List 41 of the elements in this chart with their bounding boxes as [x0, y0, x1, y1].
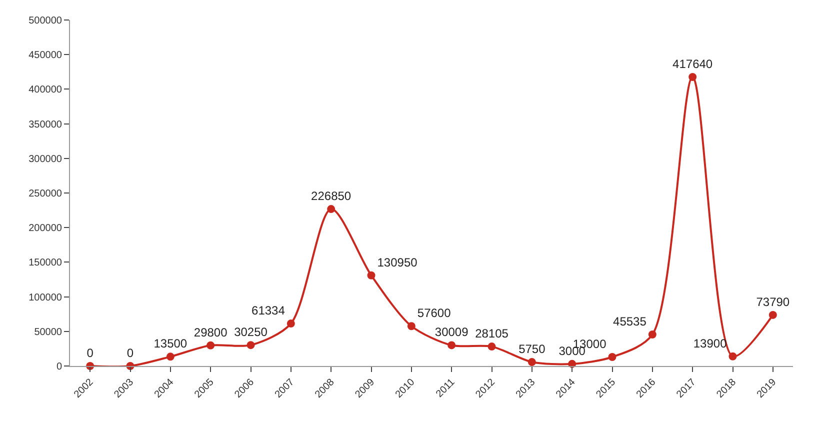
point	[246, 341, 255, 350]
point	[528, 358, 536, 366]
data-label: 13500	[154, 336, 188, 351]
y-tick-label: 100000	[28, 292, 62, 304]
data-label: 417640	[672, 56, 713, 71]
point	[166, 352, 174, 361]
data-label: 61334	[252, 304, 286, 318]
point	[768, 310, 777, 319]
point	[206, 341, 215, 350]
data-label: 29800	[194, 325, 228, 340]
y-tick-label: 150000	[28, 258, 62, 269]
y-tick-label: 0	[56, 362, 62, 372]
point	[648, 330, 656, 338]
y-tick-label: 400000	[28, 84, 62, 96]
point	[488, 342, 496, 351]
y-tick-label: 250000	[28, 188, 62, 200]
point	[688, 72, 697, 81]
point	[608, 353, 616, 361]
y-tick-label: 450000	[28, 50, 62, 62]
data-label: 28105	[475, 326, 509, 341]
point	[286, 320, 295, 328]
y-tick-label: 350000	[28, 119, 62, 130]
point	[728, 352, 737, 360]
data-label: 0	[126, 346, 134, 360]
data-label: 45535	[613, 314, 647, 328]
y-tick-label: 300000	[28, 154, 62, 165]
data-label: 30250	[234, 325, 268, 340]
y-tick-label: 200000	[28, 223, 62, 234]
point	[407, 322, 416, 330]
data-label: 226850	[311, 189, 352, 204]
point	[367, 271, 376, 280]
data-label: 30009	[434, 325, 469, 340]
y-tick-label: 50000	[34, 326, 62, 338]
y-tick-label: 500000	[28, 16, 62, 26]
data-label: 57600	[417, 306, 452, 320]
point	[327, 205, 336, 214]
data-label: 5750	[518, 342, 546, 356]
data-label: 0	[86, 346, 94, 360]
data-label: 73790	[756, 294, 790, 309]
point	[448, 341, 456, 350]
data-label: 130950	[377, 255, 418, 270]
